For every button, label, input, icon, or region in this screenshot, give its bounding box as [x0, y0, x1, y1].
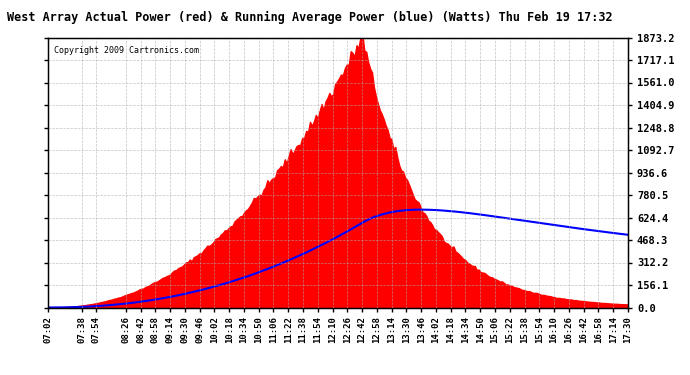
Text: Copyright 2009 Cartronics.com: Copyright 2009 Cartronics.com	[54, 46, 199, 55]
Text: West Array Actual Power (red) & Running Average Power (blue) (Watts) Thu Feb 19 : West Array Actual Power (red) & Running …	[7, 11, 613, 24]
